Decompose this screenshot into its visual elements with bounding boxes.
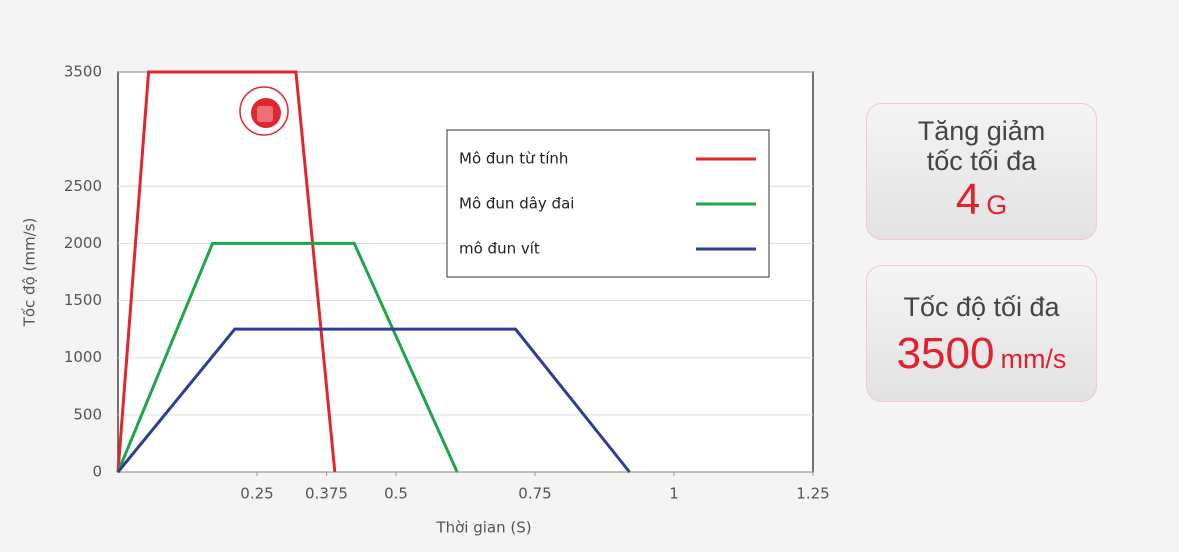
series-line <box>116 327 631 473</box>
y-tick-label: 2500 <box>64 177 102 195</box>
x-tick-label: 0.375 <box>305 485 348 503</box>
x-tick-label: 1.25 <box>796 485 829 503</box>
legend-label: Mô đun dây đai <box>459 195 574 213</box>
y-tick-label: 0 <box>92 463 102 481</box>
x-tick-label: 0.25 <box>240 485 273 503</box>
x-tick-label: 1 <box>669 485 679 503</box>
card: Tốc độ tối đa 3500 mm/s <box>866 265 1097 402</box>
y-tick-label: 1000 <box>64 348 102 366</box>
card-value-row: 3500 mm/s <box>867 330 1096 388</box>
chart: Tốc độ (mm/s) Thời gian (S) 0 500 1000 1500… <box>21 63 830 537</box>
card-value: 3500 <box>896 329 995 378</box>
x-tick-label: 0.75 <box>518 485 551 503</box>
card-value: 4 <box>955 175 981 224</box>
legend-label: Mô đun từ tính <box>459 150 568 168</box>
series-line <box>116 70 337 473</box>
card-unit: mm/s <box>1000 344 1067 374</box>
x-axis-label: Thời gian (S) <box>435 519 531 537</box>
y-tick-label: 3500 <box>64 63 102 81</box>
card-label: tốc tối đa <box>926 146 1037 176</box>
card: Tăng giảm tốc tối đa 4 G <box>866 103 1097 240</box>
y-tick-label: 1500 <box>64 291 102 309</box>
thumb-icon <box>239 86 289 136</box>
x-tick-label: 0.5 <box>384 485 408 503</box>
card-label: Tốc độ tối đa <box>903 292 1060 322</box>
y-tick-label: 2000 <box>64 234 102 252</box>
card-unit: G <box>986 190 1008 220</box>
y-axis-label: Tốc độ (mm/s) <box>21 218 39 328</box>
legend-label: mô đun vít <box>459 240 540 258</box>
card-label: Tăng giảm <box>917 116 1046 146</box>
series-line <box>116 241 459 473</box>
y-tick-label: 500 <box>73 405 102 423</box>
